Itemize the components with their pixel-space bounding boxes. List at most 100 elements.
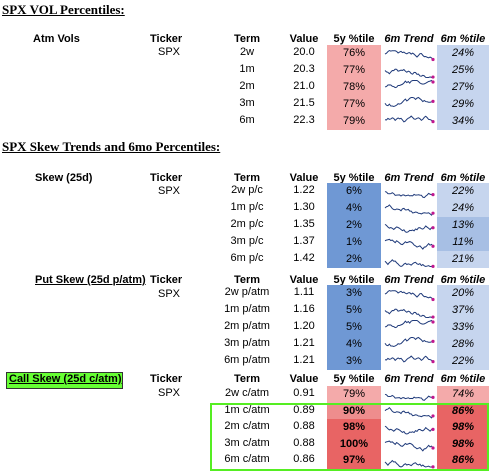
trend-last-point: [431, 320, 435, 324]
value-cell: 1.21: [293, 354, 315, 366]
value-cell: 1.22: [293, 184, 315, 196]
trend-last-point: [431, 395, 435, 399]
trend-sparkline: [384, 289, 435, 302]
trend-last-point: [431, 297, 435, 302]
pct6m-cell: 13%: [437, 217, 489, 234]
trend-line: [384, 308, 434, 319]
term-cell: 3m: [239, 97, 255, 109]
value-cell: 1.37: [293, 235, 315, 247]
term-cell: 6m: [239, 114, 255, 126]
value-cell: 0.86: [293, 453, 315, 465]
pct5y-cell: 90%: [327, 402, 381, 419]
pct6m-cell: 27%: [437, 79, 489, 96]
value-cell: 20.3: [293, 63, 315, 75]
trend-last-point: [431, 80, 435, 84]
term-header: Term: [233, 33, 261, 45]
term-cell: 3m c/atm: [224, 436, 270, 449]
trend-line: [384, 393, 434, 401]
trend-sparkline: [384, 406, 435, 419]
ticker-value: SPX: [158, 185, 181, 197]
pct6m-cell: 24%: [437, 200, 489, 217]
trend-sparkline: [384, 204, 435, 216]
trend-sparkline: [384, 308, 435, 319]
trend-last-point: [431, 465, 435, 469]
pct5y-cell: 4%: [327, 336, 381, 353]
pct6m-cell: 98%: [437, 435, 489, 452]
term-cell: 2w p/c: [231, 184, 263, 196]
trend-sparkline: [384, 191, 435, 199]
trend-sparkline: [384, 319, 435, 329]
term-cell: 3m p/atm: [224, 337, 270, 349]
value-header: Value: [289, 373, 319, 385]
trend-line: [384, 425, 434, 435]
pct6m-header: 6m %tile: [440, 33, 486, 45]
trend-line: [384, 115, 434, 123]
term-cell: 1m: [239, 63, 255, 75]
trend-header: 6m Trend: [384, 274, 434, 286]
atm-vols-header: Atm Vols: [33, 33, 80, 45]
pct6m-header: 6m %tile: [440, 373, 486, 385]
vol-section-title: SPX VOL Percentiles:: [2, 2, 125, 17]
value-header: Value: [289, 274, 319, 286]
pct5y-header: 5y %tile: [333, 274, 375, 286]
term-cell: 2m c/atm: [224, 420, 270, 432]
pct6m-cell: 11%: [437, 234, 489, 251]
trend-line: [384, 96, 434, 108]
pct5y-cell: 98%: [327, 419, 381, 436]
trend-sparkline: [384, 238, 435, 250]
trend-sparkline: [384, 259, 435, 268]
pct5y-cell: 79%: [327, 113, 381, 130]
value-cell: 1.35: [293, 218, 315, 230]
term-cell: 2m: [239, 80, 255, 92]
value-cell: 22.3: [293, 114, 315, 126]
term-cell: 1m c/atm: [224, 403, 270, 416]
pct5y-cell: 5%: [327, 302, 381, 319]
term-cell: 1m p/c: [230, 201, 264, 213]
pct6m-cell: 20%: [437, 285, 489, 302]
pct6m-cell: 37%: [437, 302, 489, 319]
pct6m-cell: 24%: [437, 45, 489, 62]
pct6m-cell: 74%: [437, 386, 489, 403]
term-header: Term: [233, 274, 261, 286]
pct5y-cell: 76%: [327, 45, 381, 62]
trend-header: 6m Trend: [384, 33, 434, 45]
trend-last-point: [431, 99, 435, 103]
pct6m-cell: 86%: [437, 402, 489, 419]
pct5y-cell: 77%: [327, 62, 381, 79]
value-cell: 21.0: [293, 80, 315, 92]
pct5y-cell: 5%: [327, 319, 381, 336]
ticker-value: SPX: [158, 46, 181, 58]
trend-header: 6m Trend: [384, 172, 434, 184]
trend-last-point: [431, 120, 435, 124]
trend-last-point: [431, 193, 435, 197]
trend-line: [384, 440, 434, 452]
term-cell: 2w p/atm: [224, 286, 270, 298]
ticker-value: SPX: [158, 288, 181, 300]
pct5y-header: 5y %tile: [333, 373, 375, 385]
trend-sparkline: [384, 425, 435, 435]
trend-last-point: [431, 57, 435, 62]
skew-section-title: SPX Skew Trends and 6mo Percentiles:: [2, 139, 221, 154]
call-skew-selection-box: [210, 403, 489, 471]
pct6m-cell: 34%: [437, 113, 489, 130]
trend-line: [384, 259, 434, 268]
trend-last-point: [431, 427, 435, 432]
pct5y-cell: 2%: [327, 251, 381, 268]
pct6m-cell: 98%: [437, 419, 489, 436]
call-skew-header: Call Skew (25d c/atm): [9, 373, 122, 385]
term-cell: 3m p/c: [230, 235, 264, 247]
term-cell: 6m c/atm: [224, 453, 270, 465]
term-cell: 1m p/atm: [224, 303, 270, 315]
trend-last-point: [431, 315, 435, 319]
pct6m-cell: 22%: [437, 353, 489, 370]
trend-line: [384, 355, 434, 363]
pct5y-header: 5y %tile: [333, 33, 375, 45]
value-cell: 1.16: [293, 303, 315, 315]
term-cell: 2m p/c: [230, 218, 264, 230]
pct5y-cell: 3%: [327, 353, 381, 370]
trend-sparkline: [384, 336, 435, 348]
pct5y-cell: 100%: [327, 435, 381, 452]
term-cell: 6m p/c: [230, 252, 264, 264]
ticker-header: Ticker: [150, 172, 183, 184]
trend-line: [384, 459, 434, 468]
